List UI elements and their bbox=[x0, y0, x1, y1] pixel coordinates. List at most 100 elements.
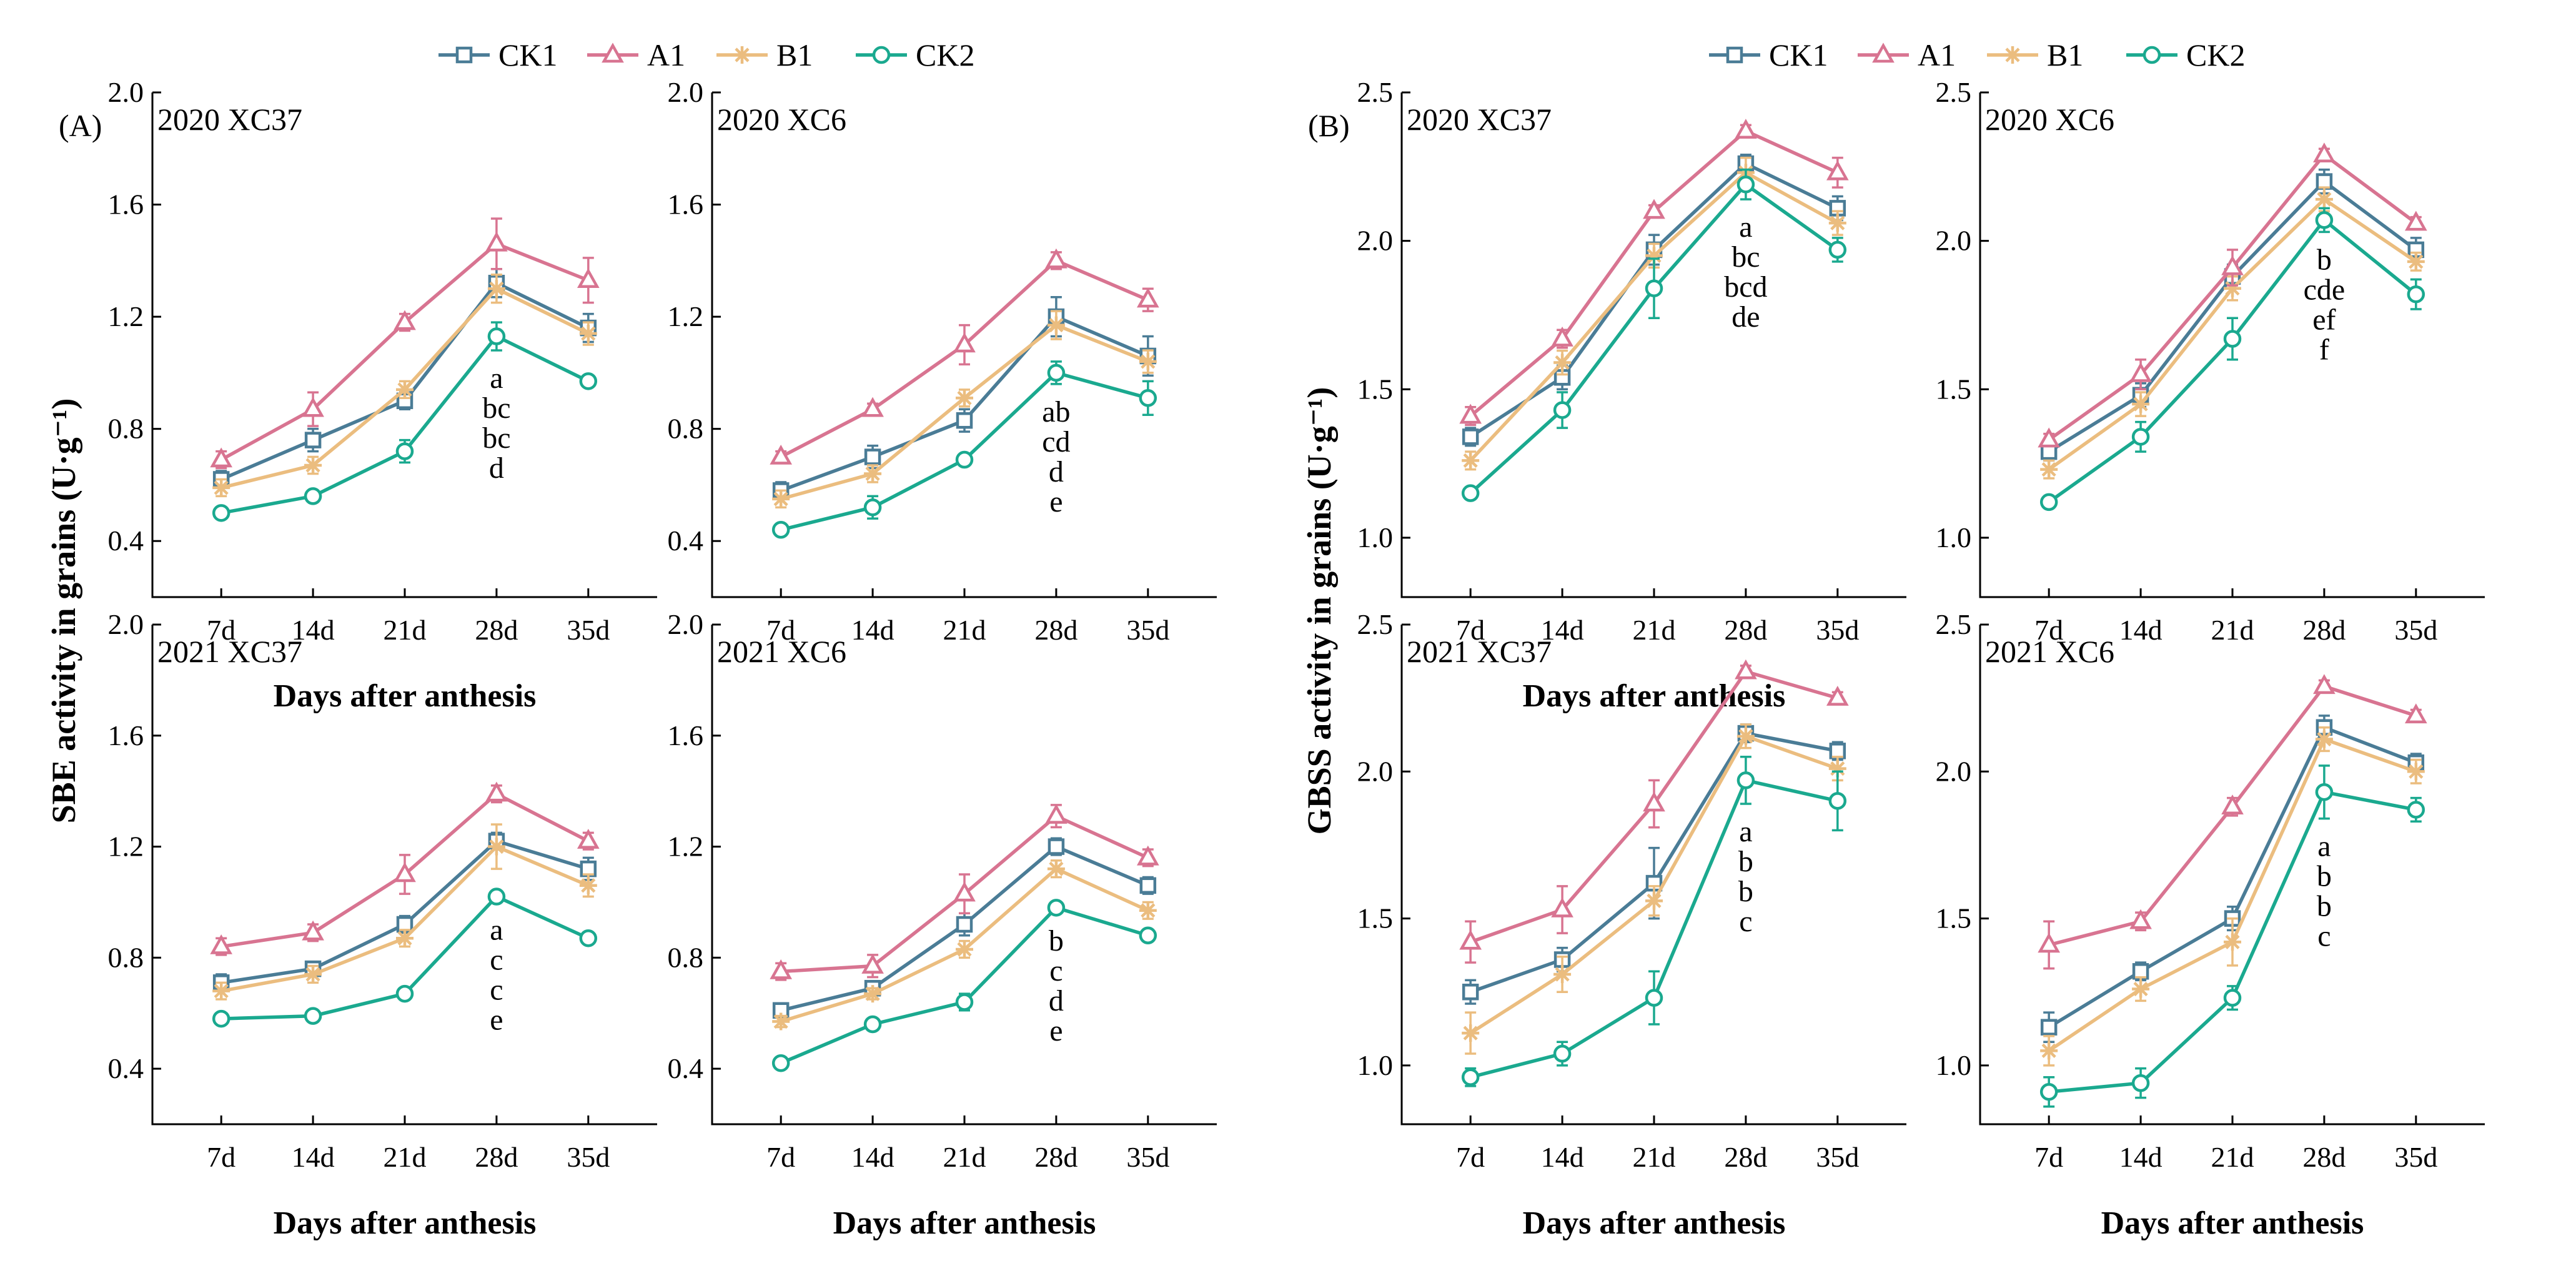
b1-marker bbox=[2315, 730, 2333, 748]
a1-marker bbox=[953, 332, 976, 353]
y-tick-label: 0.8 bbox=[108, 941, 144, 973]
ck1-marker bbox=[864, 448, 881, 465]
panel-title: 2021 XC6 bbox=[717, 634, 846, 669]
ck2-marker bbox=[487, 888, 506, 906]
ck2-marker bbox=[487, 327, 506, 345]
y-tick-label: 2.0 bbox=[668, 76, 704, 108]
legend-label: A1 bbox=[647, 37, 685, 72]
a1-marker bbox=[2404, 210, 2427, 231]
a1-marker bbox=[394, 310, 416, 330]
ck1-marker bbox=[2316, 173, 2333, 190]
x-tick-label: 14d bbox=[2119, 1141, 2162, 1173]
a1-marker bbox=[1459, 929, 1482, 950]
axes-frame bbox=[711, 625, 1217, 1125]
x-tick-label: 14d bbox=[1541, 1141, 1584, 1173]
y-tick-label: 1.6 bbox=[668, 189, 704, 220]
x-tick-label: 14d bbox=[292, 1141, 335, 1173]
panel-title: 2020 XC6 bbox=[717, 102, 846, 137]
legend-label: B1 bbox=[776, 37, 813, 72]
b1-marker bbox=[579, 325, 597, 343]
ck2-marker bbox=[1828, 792, 1847, 810]
y-tick-label: 1.0 bbox=[1357, 1049, 1394, 1081]
b1-marker bbox=[1553, 966, 1572, 983]
b1-marker bbox=[579, 876, 597, 894]
panel-title: 2021 XC37 bbox=[157, 634, 302, 669]
ck2-marker bbox=[212, 1009, 230, 1028]
b1-marker bbox=[487, 280, 505, 298]
x-tick-label: 7d bbox=[2034, 1141, 2063, 1173]
a1-marker bbox=[602, 42, 624, 63]
figure-panel-label: (B) bbox=[1308, 108, 1350, 143]
a1-marker bbox=[1045, 804, 1068, 824]
x-tick-label: 21d bbox=[1633, 1141, 1676, 1173]
ck2-marker bbox=[1736, 771, 1755, 789]
ck2-marker bbox=[2315, 783, 2334, 801]
a1-marker bbox=[2313, 142, 2336, 163]
series-ck1 bbox=[2040, 168, 2425, 462]
y-tick-label: 1.0 bbox=[1936, 1049, 1972, 1081]
b1-marker bbox=[487, 838, 505, 856]
x-tick-label: 14d bbox=[292, 614, 335, 646]
series-ck2 bbox=[2039, 764, 2425, 1108]
ck2-marker bbox=[395, 442, 414, 460]
y-tick-label: 2.0 bbox=[1357, 225, 1394, 257]
ck2-marker bbox=[771, 521, 790, 539]
significance-letter: a bbox=[2317, 830, 2331, 863]
x-tick-label: 28d bbox=[1724, 1141, 1767, 1173]
x-tick-label: 28d bbox=[2302, 1141, 2346, 1173]
axes-frame bbox=[711, 92, 1217, 598]
panel-7: 1.0 1.5 2.0 2.5 7d 14d 21d 28d 35d 2021 XC6 Days a… bbox=[1936, 608, 2485, 1241]
x-tick-label: 21d bbox=[1633, 614, 1676, 646]
ck2-marker bbox=[2407, 285, 2425, 304]
y-tick-label: 1.6 bbox=[108, 189, 144, 220]
a1-marker bbox=[2221, 794, 2244, 815]
series-ck2 bbox=[1461, 168, 1847, 502]
x-tick-label: 21d bbox=[2211, 1141, 2254, 1173]
b1-marker bbox=[304, 457, 322, 475]
y-tick-label: 1.6 bbox=[668, 720, 704, 751]
a1-marker bbox=[485, 231, 508, 252]
x-tick-label: 14d bbox=[1541, 614, 1584, 646]
ck2-marker bbox=[1645, 989, 1663, 1007]
a1-marker bbox=[577, 268, 600, 289]
series-b1 bbox=[772, 859, 1157, 1031]
b1-marker bbox=[2132, 980, 2150, 998]
significance-letter: de bbox=[1731, 300, 1760, 334]
series-b1 bbox=[2040, 726, 2425, 1067]
ck2-marker bbox=[579, 929, 598, 947]
ck2-marker bbox=[395, 984, 414, 1003]
b1-marker bbox=[1553, 354, 1572, 372]
ck2-marker bbox=[863, 498, 882, 517]
ck2-marker bbox=[1645, 279, 1663, 297]
b1-marker bbox=[1828, 759, 1846, 778]
b1-marker bbox=[1645, 247, 1663, 265]
significance-letter: c bbox=[490, 973, 503, 1006]
series-b1 bbox=[772, 310, 1157, 509]
x-axis-label: Days after anthesis bbox=[1523, 1205, 1786, 1241]
a1-marker bbox=[1643, 791, 1665, 812]
panel-0: 0.4 0.8 1.2 1.6 2.0 7d 14d 21d 28d 35d 2020 XC37 (A… bbox=[45, 76, 657, 823]
b1-marker bbox=[2132, 395, 2150, 413]
x-axis-label: Days after anthesis bbox=[274, 678, 537, 714]
x-tick-label: 35d bbox=[567, 614, 610, 646]
a1-marker bbox=[2129, 362, 2152, 382]
a1-marker bbox=[485, 781, 508, 802]
significance-letter: bc bbox=[1731, 240, 1760, 274]
y-tick-label: 1.0 bbox=[1357, 522, 1394, 553]
significance-letter: c bbox=[1049, 954, 1063, 987]
b1-marker bbox=[212, 982, 230, 1000]
x-tick-label: 21d bbox=[384, 614, 427, 646]
significance-letter: cd bbox=[1042, 425, 1070, 458]
ck2-marker bbox=[2223, 989, 2242, 1007]
significance-letter: c bbox=[1739, 905, 1752, 938]
y-tick-label: 1.0 bbox=[1936, 522, 1972, 553]
legend-label: CK2 bbox=[916, 37, 974, 72]
series-b1 bbox=[212, 823, 597, 1001]
panel-title: 2020 XC37 bbox=[1407, 102, 1552, 137]
b1-marker bbox=[2040, 1042, 2058, 1060]
series-ck1 bbox=[772, 837, 1157, 1019]
significance-letter: b bbox=[1738, 875, 1753, 908]
legend-label: CK2 bbox=[2186, 37, 2245, 72]
y-tick-label: 0.4 bbox=[108, 525, 144, 556]
